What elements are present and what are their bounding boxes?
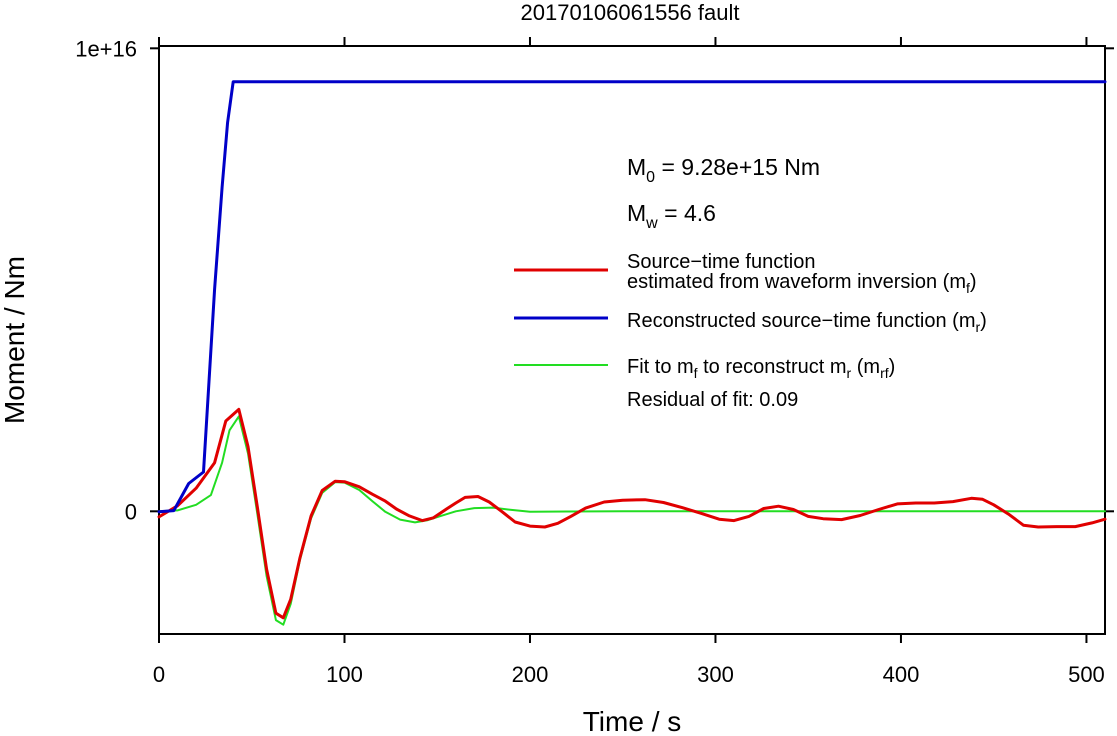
y-axis-label: Moment / Nm bbox=[0, 256, 30, 424]
x-tick-label: 300 bbox=[697, 662, 734, 687]
legend-label-mr: Reconstructed source−time function (mr) bbox=[627, 310, 987, 335]
mw-annotation: Mw = 4.6 bbox=[627, 200, 716, 232]
legend: Source−time function estimated from wave… bbox=[514, 251, 987, 411]
x-axis-label: Time / s bbox=[583, 706, 682, 736]
x-tick-label: 400 bbox=[883, 662, 920, 687]
y-tick-label: 0 bbox=[125, 499, 137, 524]
x-axis-ticks: 0 100 200 300 400 500 bbox=[153, 37, 1105, 687]
y-tick-label: 1e+16 bbox=[75, 36, 137, 61]
chart-title: 20170106061556 fault bbox=[521, 0, 740, 25]
series-line-mrf bbox=[158, 415, 1106, 626]
series-line-mr bbox=[157, 80, 1107, 514]
legend-label-mrf: Fit to mf to reconstruct mr (mrf) bbox=[627, 356, 895, 381]
legend-label-mf: Source−time function estimated from wave… bbox=[627, 251, 977, 296]
plot-frame bbox=[158, 45, 1106, 635]
y-axis-ticks: 0 1e+16 bbox=[75, 36, 1114, 524]
series-line-mf bbox=[157, 407, 1107, 620]
m0-annotation: M0 = 9.28e+15 Nm bbox=[627, 154, 820, 186]
x-tick-label: 200 bbox=[512, 662, 549, 687]
residual-annotation: Residual of fit: 0.09 bbox=[627, 389, 798, 411]
series-lines bbox=[157, 80, 1107, 626]
x-tick-label: 500 bbox=[1068, 662, 1105, 687]
x-tick-label: 0 bbox=[153, 662, 165, 687]
x-tick-label: 100 bbox=[326, 662, 363, 687]
